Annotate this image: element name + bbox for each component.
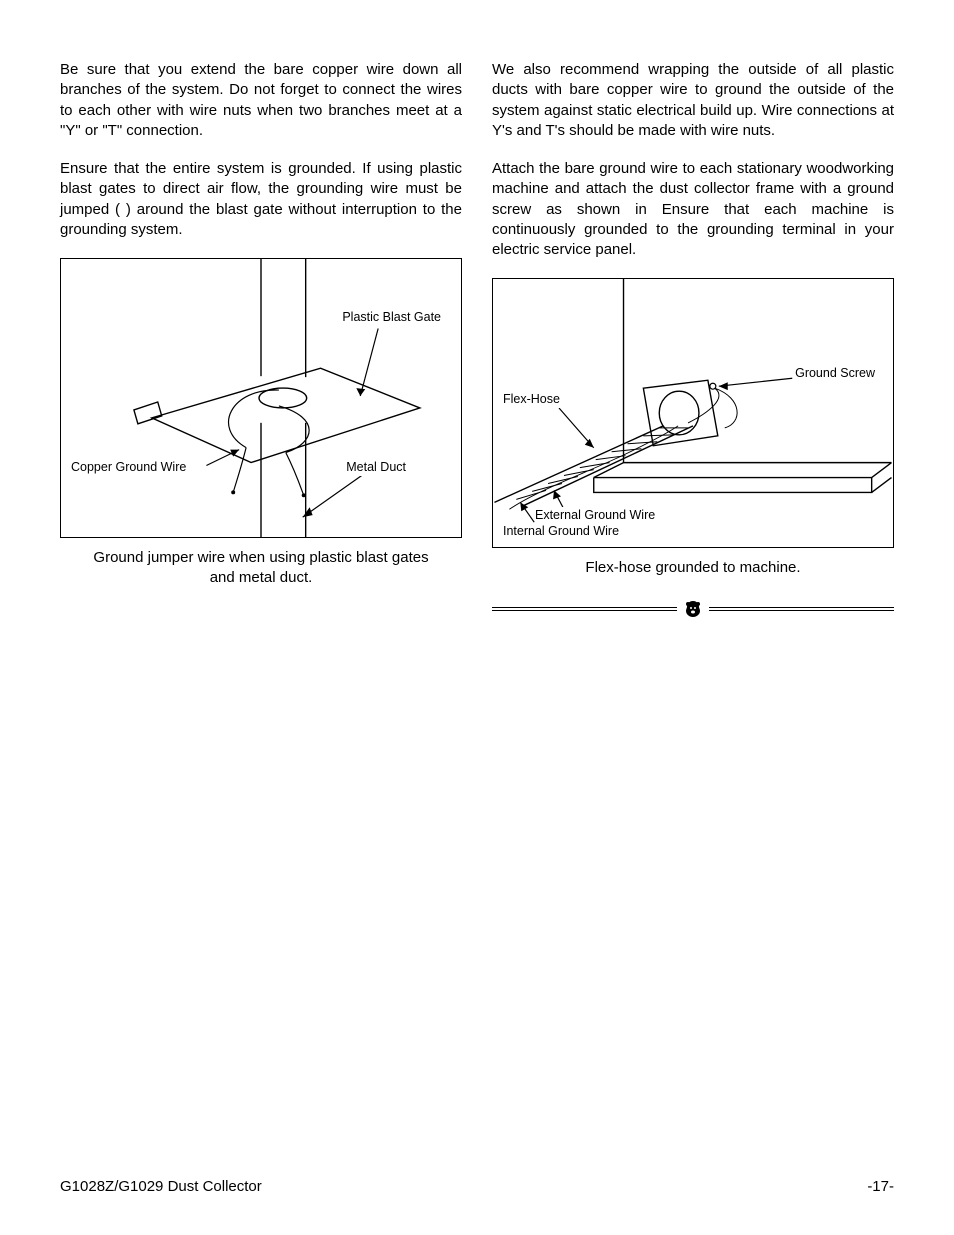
figure-21-box: Plastic Blast Gate Copper Ground Wire Me… [60,258,462,538]
label-flex-hose: Flex-Hose [503,391,560,408]
two-column-layout: Be sure that you extend the bare copper … [60,60,894,619]
left-para-2: Ensure that the entire system is grounde… [60,159,462,240]
left-para-1: Be sure that you extend the bare copper … [60,60,462,141]
label-ext-wire: External Ground Wire [535,507,655,524]
figure-22-box: Flex-Hose Ground Screw External Ground W… [492,278,894,548]
figure-22-caption: Flex-hose grounded to machine. [492,558,894,578]
footer-left: G1028Z/G1029 Dust Collector [60,1178,262,1195]
bear-icon [683,599,703,619]
figure-21-caption: Ground jumper wire when using plastic bl… [60,548,462,589]
figure-21-svg [61,259,461,537]
page: Be sure that you extend the bare copper … [0,0,954,1235]
label-metal-duct: Metal Duct [346,459,406,476]
right-column: We also recommend wrapping the outside o… [492,60,894,619]
footer-right: -17- [867,1178,894,1195]
right-para-1: We also recommend wrapping the outside o… [492,60,894,141]
label-ground-screw: Ground Screw [795,365,875,382]
right-para-2: Attach the bare ground wire to each stat… [492,159,894,260]
label-int-wire: Internal Ground Wire [503,523,619,540]
section-divider [492,599,894,619]
label-ground-wire: Copper Ground Wire [71,459,186,476]
left-para-2b: ) around the blast gate without interrup… [60,201,462,238]
divider-line-right [709,607,894,611]
page-footer: G1028Z/G1029 Dust Collector -17- [60,1178,894,1195]
label-blast-gate: Plastic Blast Gate [342,309,441,326]
divider-line-left [492,607,677,611]
left-column: Be sure that you extend the bare copper … [60,60,462,619]
